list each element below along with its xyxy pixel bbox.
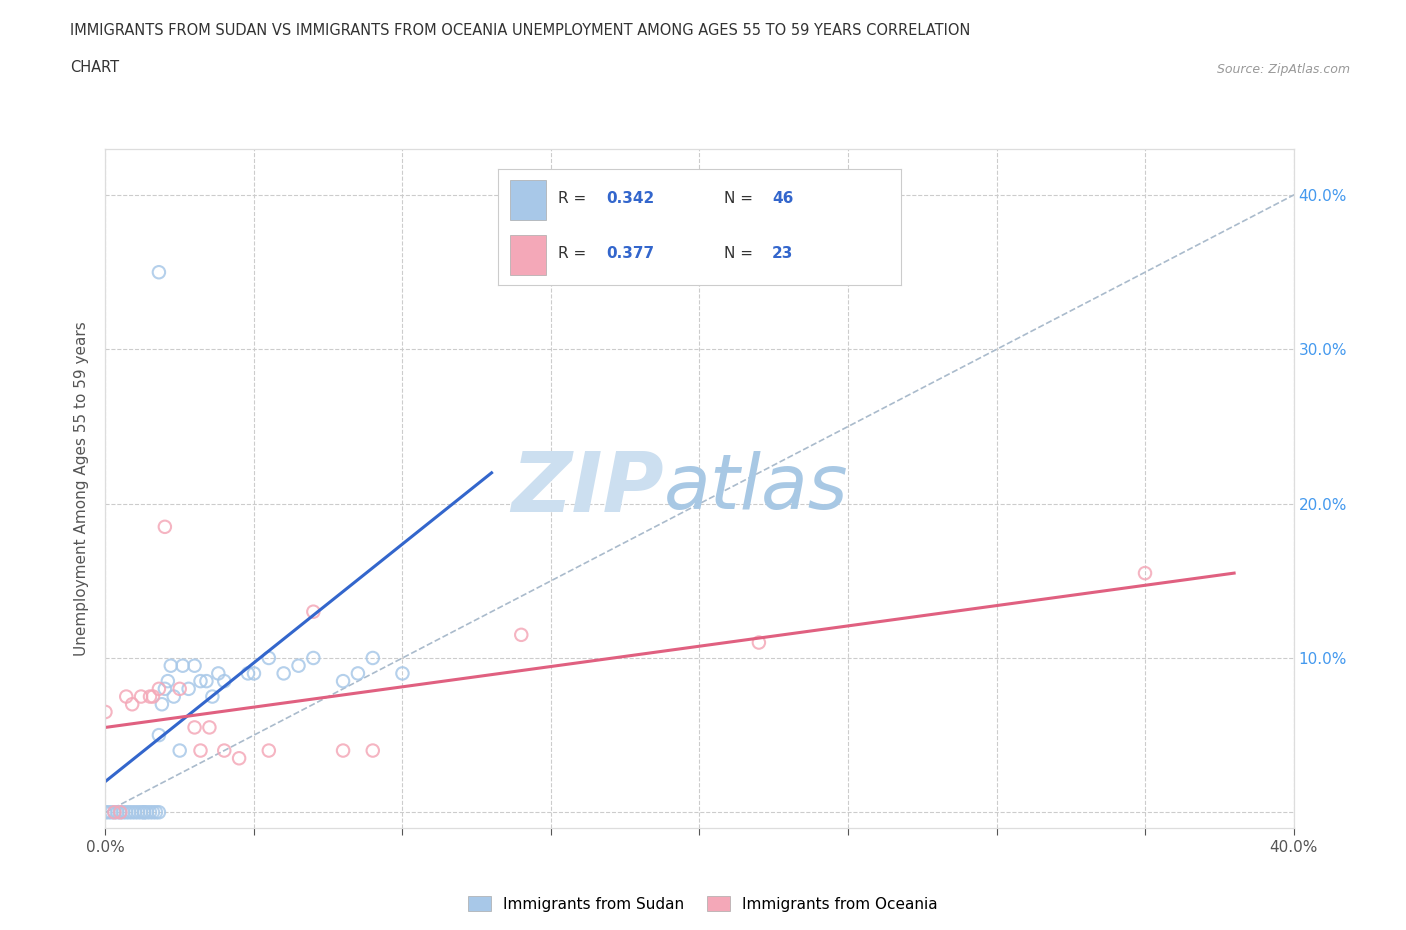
Point <box>257 743 280 758</box>
Point <box>103 804 125 819</box>
Point <box>94 705 117 720</box>
Point <box>391 666 413 681</box>
Point <box>129 804 152 819</box>
Point <box>198 720 221 735</box>
Point <box>361 651 384 666</box>
Point <box>148 727 170 742</box>
Point <box>97 804 120 819</box>
Point <box>347 666 370 681</box>
Point <box>214 673 236 688</box>
Point <box>302 604 325 619</box>
Text: ZIP: ZIP <box>512 447 664 529</box>
Point <box>273 666 295 681</box>
Point <box>142 689 165 704</box>
Point <box>153 519 176 534</box>
Point <box>132 804 155 819</box>
Point <box>169 743 191 758</box>
Point <box>148 265 170 280</box>
Point <box>159 658 181 673</box>
Point <box>142 804 165 819</box>
Point <box>332 743 354 758</box>
Point <box>148 682 170 697</box>
Legend: Immigrants from Sudan, Immigrants from Oceania: Immigrants from Sudan, Immigrants from O… <box>463 889 943 918</box>
Point <box>177 682 200 697</box>
Point <box>124 804 146 819</box>
Point <box>287 658 309 673</box>
Text: IMMIGRANTS FROM SUDAN VS IMMIGRANTS FROM OCEANIA UNEMPLOYMENT AMONG AGES 55 TO 5: IMMIGRANTS FROM SUDAN VS IMMIGRANTS FROM… <box>70 23 970 38</box>
Point <box>243 666 266 681</box>
Point <box>110 804 132 819</box>
Point <box>195 673 218 688</box>
Point <box>214 743 236 758</box>
Point <box>228 751 250 765</box>
Point <box>112 804 135 819</box>
Point <box>150 697 173 711</box>
Point <box>148 804 170 819</box>
Point <box>748 635 770 650</box>
Point <box>172 658 194 673</box>
Point <box>332 673 354 688</box>
Point <box>163 689 186 704</box>
Point <box>121 697 143 711</box>
Text: CHART: CHART <box>70 60 120 75</box>
Point <box>190 673 212 688</box>
Point <box>103 804 125 819</box>
Point <box>201 689 224 704</box>
Point <box>169 682 191 697</box>
Point <box>136 804 159 819</box>
Point <box>145 804 167 819</box>
Point <box>183 658 205 673</box>
Point <box>94 804 117 819</box>
Point <box>118 804 141 819</box>
Point <box>132 804 155 819</box>
Point <box>257 651 280 666</box>
Point <box>100 804 122 819</box>
Point <box>115 689 138 704</box>
Point <box>510 628 533 643</box>
Point <box>121 804 143 819</box>
Point <box>207 666 229 681</box>
Point <box>153 682 176 697</box>
Point <box>1133 565 1156 580</box>
Text: Source: ZipAtlas.com: Source: ZipAtlas.com <box>1216 63 1350 76</box>
Point <box>183 720 205 735</box>
Point <box>127 804 149 819</box>
Text: atlas: atlas <box>664 451 848 525</box>
Point <box>139 804 162 819</box>
Point <box>361 743 384 758</box>
Point <box>129 689 152 704</box>
Point <box>236 666 259 681</box>
Y-axis label: Unemployment Among Ages 55 to 59 years: Unemployment Among Ages 55 to 59 years <box>75 321 90 656</box>
Point <box>190 743 212 758</box>
Point <box>115 804 138 819</box>
Point <box>139 689 162 704</box>
Point <box>302 651 325 666</box>
Point <box>156 673 179 688</box>
Point <box>110 804 132 819</box>
Point <box>105 804 128 819</box>
